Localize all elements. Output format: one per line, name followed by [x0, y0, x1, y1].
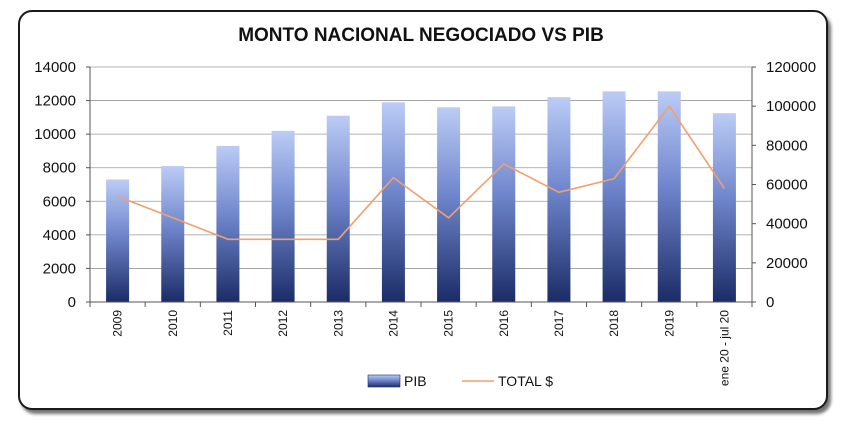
bar	[106, 179, 130, 302]
right-tick-label: 80000	[766, 137, 808, 154]
gridlines	[90, 66, 752, 303]
x-tick-label: 2016	[497, 310, 511, 337]
bar	[271, 130, 295, 302]
x-tick-label: 2019	[662, 310, 676, 337]
axes	[86, 66, 756, 307]
right-tick-label: 0	[766, 294, 774, 311]
x-tick-label: 2015	[442, 310, 456, 337]
x-tick-label: 2017	[552, 310, 566, 337]
bar	[437, 107, 461, 303]
x-tick-label: ene 20 - jul 20	[717, 310, 731, 386]
x-tick-label: 2018	[607, 310, 621, 337]
left-tick-label: 6000	[43, 193, 76, 210]
legend-label-total: TOTAL $	[498, 373, 553, 389]
x-axis-tick-labels: 2009 2010 2011 2012 2013 2014 2015 2016 2017 2018…	[111, 310, 732, 386]
left-tick-label: 0	[68, 294, 76, 311]
left-tick-label: 10000	[34, 126, 76, 143]
x-tick-label: 2009	[111, 310, 125, 337]
chart-title: MONTO NACIONAL NEGOCIADO VS PIB	[238, 25, 604, 46]
legend-swatch-pib	[367, 374, 401, 388]
bar	[712, 113, 736, 303]
x-tick-label: 2010	[166, 310, 180, 337]
left-tick-label: 8000	[43, 160, 76, 177]
line-path	[117, 105, 726, 241]
legend-label-pib: PIB	[404, 373, 427, 389]
x-tick-label: 2011	[221, 310, 235, 336]
bar	[161, 166, 185, 302]
bar	[492, 106, 516, 302]
left-tick-label: 2000	[43, 260, 76, 277]
bar	[657, 91, 681, 302]
left-axis-tick-labels: 0 2000 4000 6000 8000 10000 12000 14000	[34, 59, 76, 311]
right-axis-tick-labels: 0 20000 40000 60000 80000 100000 120000	[766, 59, 816, 311]
right-tick-label: 120000	[766, 59, 816, 76]
bar	[547, 97, 571, 302]
right-tick-label: 100000	[766, 98, 816, 115]
bar	[381, 102, 405, 302]
x-tick-label: 2013	[331, 310, 345, 337]
right-tick-label: 40000	[766, 216, 808, 233]
bar	[216, 145, 240, 302]
right-tick-label: 20000	[766, 255, 808, 272]
right-tick-label: 60000	[766, 177, 808, 194]
line-series	[117, 105, 726, 241]
legend: PIB TOTAL $	[367, 373, 553, 389]
x-tick-label: 2014	[386, 310, 400, 337]
bar	[326, 115, 350, 302]
left-tick-label: 14000	[34, 59, 76, 76]
left-tick-label: 12000	[34, 93, 76, 110]
bar	[602, 91, 626, 302]
left-tick-label: 4000	[43, 227, 76, 244]
x-tick-label: 2012	[276, 310, 290, 337]
bar-series	[106, 91, 736, 303]
